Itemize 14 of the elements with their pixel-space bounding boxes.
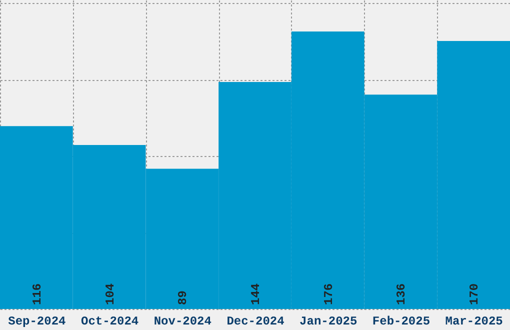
x-tick-label: Oct-2024: [80, 314, 139, 328]
x-tick-label: Sep-2024: [8, 314, 66, 328]
x-tick-label: Dec-2024: [226, 314, 284, 328]
x-tick-label: Nov-2024: [154, 314, 212, 328]
data-label: 89: [176, 290, 190, 305]
data-label: 116: [30, 283, 44, 305]
data-label: 144: [249, 283, 263, 305]
x-tick-label: Mar-2025: [445, 314, 503, 328]
x-tick-label: Feb-2025: [372, 314, 430, 328]
data-label: 136: [394, 283, 409, 305]
x-tick-label: Jan-2025: [300, 314, 358, 328]
data-label: 170: [468, 283, 482, 305]
data-label: 176: [322, 283, 336, 305]
data-label: 104: [103, 283, 118, 305]
